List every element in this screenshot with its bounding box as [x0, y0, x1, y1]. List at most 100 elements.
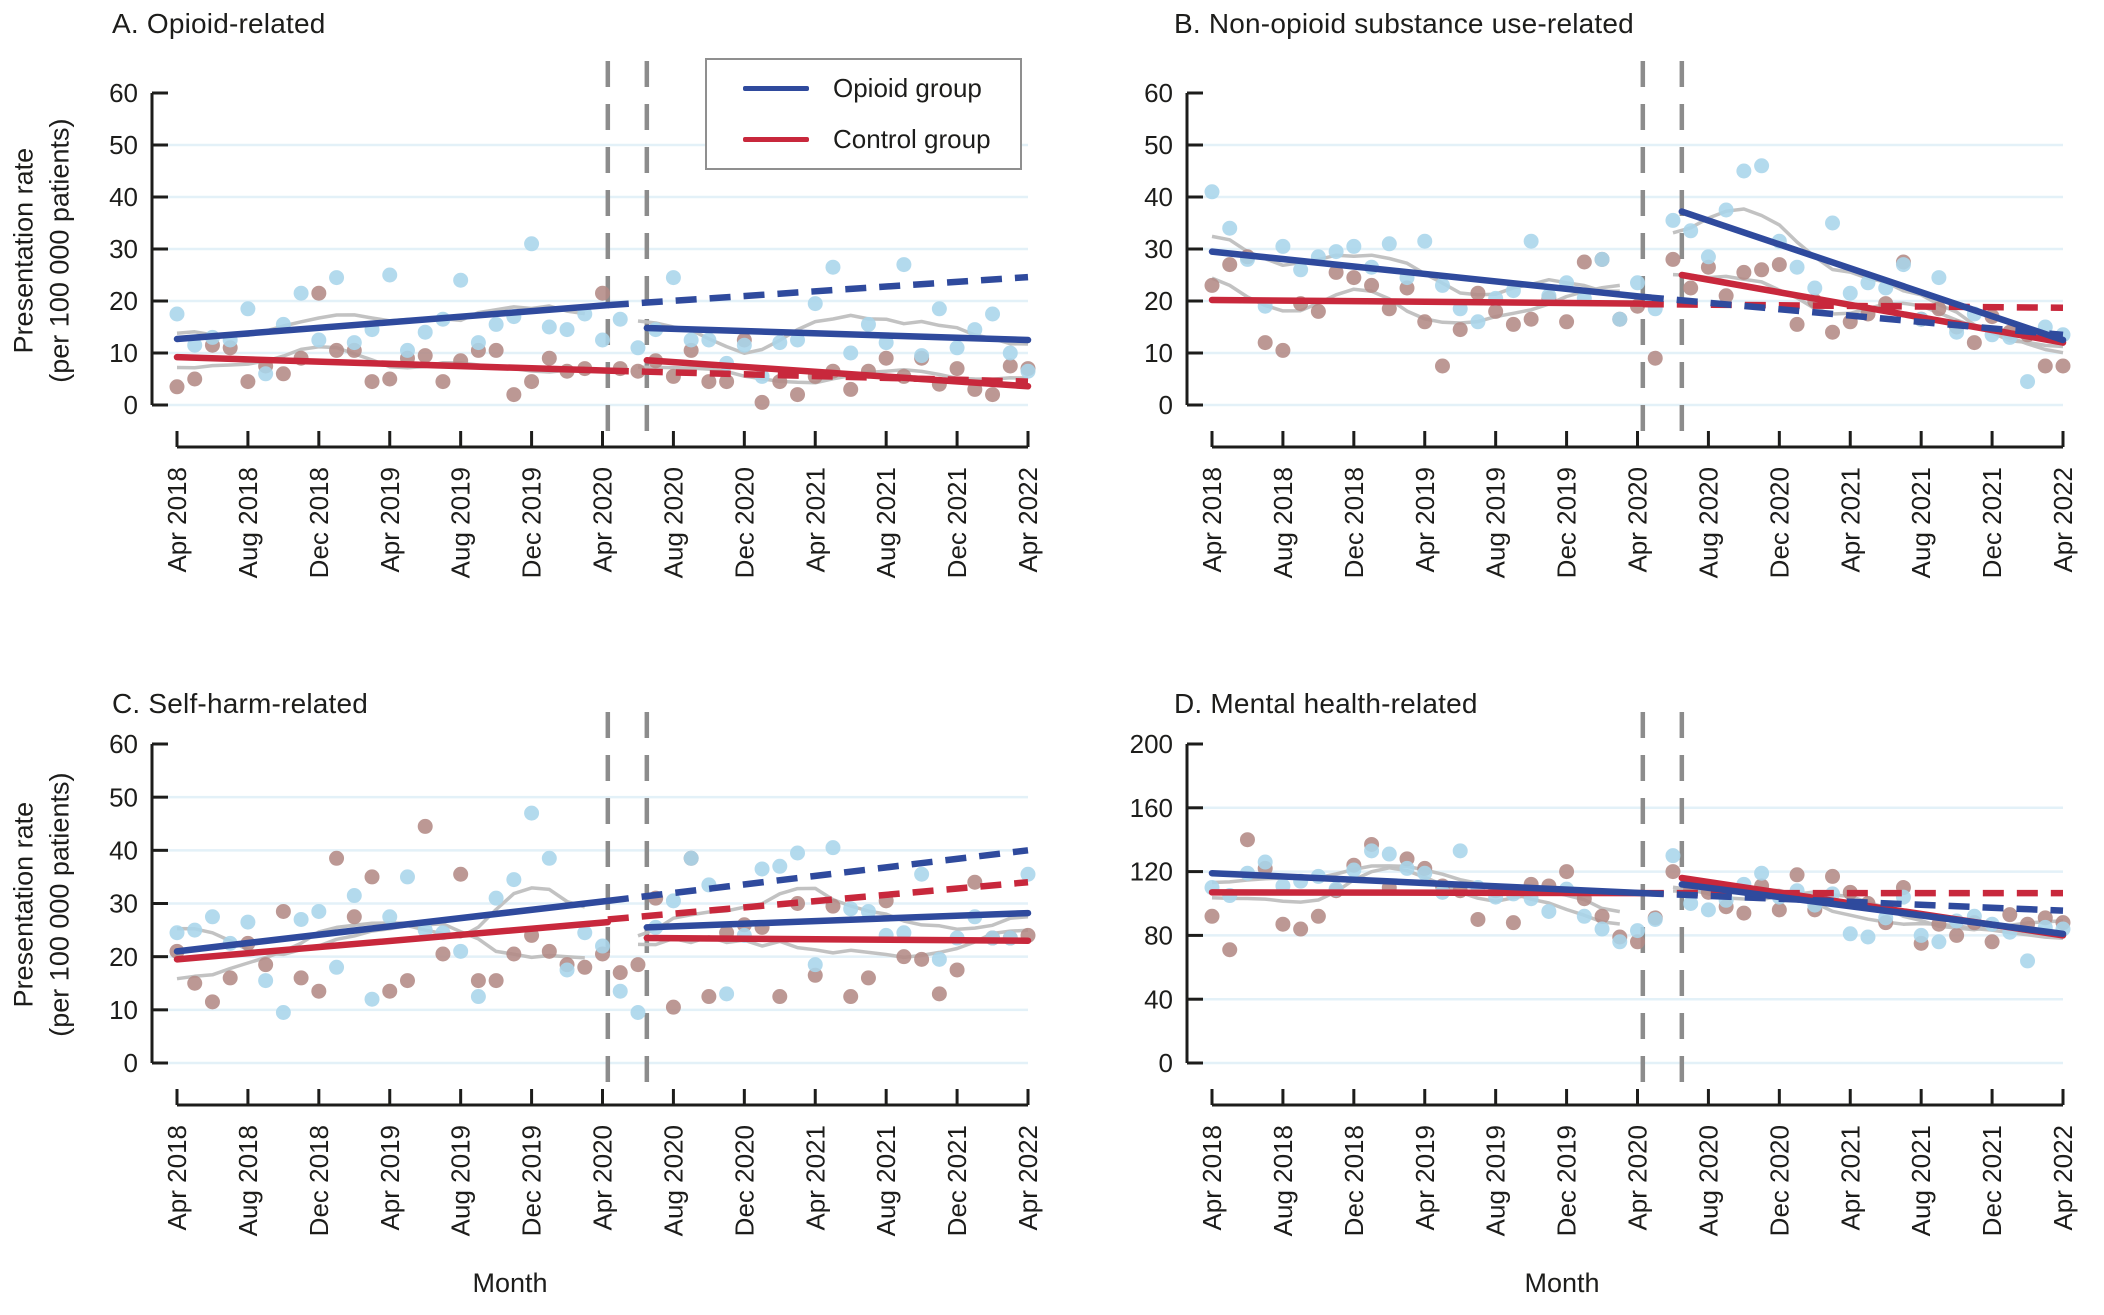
- scatter-point-control: [1825, 868, 1841, 884]
- scatter-point-opioid: [417, 324, 433, 340]
- panel-c-title: C. Self-harm-related: [112, 688, 369, 719]
- scatter-point-control: [1771, 257, 1787, 273]
- x-tick-label: Apr 2021: [800, 1125, 830, 1231]
- x-tick-label: Apr 2018: [162, 467, 192, 573]
- scatter-point-control: [790, 387, 806, 403]
- scatter-point-opioid: [1381, 236, 1397, 252]
- y-axis-title-line1: Presentation rate: [8, 801, 39, 1008]
- scatter-point-opioid: [1754, 158, 1770, 174]
- scatter-point-opioid: [1346, 238, 1362, 254]
- y-tick-label: 20: [1144, 286, 1173, 316]
- y-axis-title-line2: (per 100 000 patients): [44, 772, 74, 1037]
- x-tick-label: Aug 2019: [1481, 1125, 1511, 1236]
- panel-c-chart: 0 10 20 30 40 50 60 Apr 2018 Aug 2018 Dec 2018 Apr…: [109, 712, 1043, 1236]
- x-tick-label: Apr 2021: [1835, 467, 1865, 573]
- scatter-point-opioid: [595, 938, 610, 954]
- scatter-point-opioid: [807, 957, 823, 973]
- scatter-point-control: [293, 970, 309, 986]
- scatter-point-opioid: [790, 845, 806, 861]
- panel-b-chart: 0 10 20 30 40 50 60 Apr 2018 Aug 2018 Dec 2018 Apr…: [1144, 61, 2078, 578]
- scatter-point-control: [275, 903, 291, 919]
- scatter-point-opioid: [187, 337, 203, 353]
- x-tick-label: Apr 2018: [1197, 1125, 1227, 1231]
- scatter-point-control: [1381, 301, 1397, 317]
- scatter-point-control: [1505, 915, 1521, 931]
- scatter-point-control: [719, 374, 735, 390]
- panel-d-mental-health: 0 40 80 120 160 200 Apr 2018 Aug 2018 Dec 2018 Ap…: [1052, 650, 2104, 1315]
- scatter-point-control: [754, 394, 770, 410]
- legend-label-opioid: Opioid group: [833, 73, 982, 103]
- scatter-point-opioid: [896, 925, 912, 941]
- x-tick-label: Apr 2020: [1623, 1125, 1653, 1231]
- scatter-point-opioid: [860, 903, 876, 919]
- scatter-point-opioid: [240, 914, 256, 930]
- scatter-point-control: [417, 818, 433, 834]
- scatter-point-control: [630, 363, 646, 379]
- trend-pre-control: [173, 353, 612, 374]
- scatter-point-control: [949, 361, 965, 377]
- scatter-point-control: [1789, 316, 1805, 332]
- legend: Opioid group Control group: [705, 58, 1022, 170]
- scatter-point-opioid: [524, 805, 540, 821]
- y-tick-label: 80: [1144, 921, 1173, 951]
- scatter-point-opioid: [1647, 911, 1663, 927]
- x-tick-label: Dec 2019: [517, 467, 547, 578]
- scatter-point-opioid: [772, 335, 788, 351]
- scatter-point-control: [169, 379, 185, 395]
- scatter-point-control: [701, 989, 717, 1005]
- scatter-point-control: [1002, 358, 1018, 374]
- scatter-point-opioid: [1452, 843, 1468, 859]
- trend-pre-control: [1208, 296, 1647, 307]
- scatter-point-opioid: [843, 901, 859, 917]
- scatter-point-opioid: [346, 335, 362, 351]
- legend-row-control: Control group: [743, 124, 1020, 155]
- x-axis-title: Month: [472, 1268, 548, 1298]
- scatter-point-opioid: [807, 296, 823, 312]
- scatter-point-control: [1771, 902, 1787, 918]
- scatter-point-opioid: [1736, 163, 1752, 179]
- scatter-point-opioid: [382, 909, 398, 925]
- trend-pre-opioid: [1208, 869, 1647, 897]
- scatter-point-control: [1488, 303, 1504, 319]
- x-tick-label: Apr 2021: [800, 467, 830, 573]
- x-tick-label: Aug 2020: [1693, 1125, 1723, 1236]
- scatter-point-opioid: [1328, 244, 1344, 260]
- scatter-point-control: [772, 989, 788, 1005]
- x-tick-label: Dec 2020: [729, 1125, 759, 1236]
- scatter-point-control: [878, 350, 894, 366]
- scatter-point-opioid: [1020, 363, 1036, 379]
- trend-post-control: [643, 934, 1032, 944]
- scatter-point-control: [1966, 335, 1982, 351]
- y-tick-label: 0: [1159, 390, 1173, 420]
- scatter-point-control: [1949, 927, 1965, 943]
- scatter-point-opioid: [1895, 257, 1911, 273]
- scatter-point-control: [1736, 264, 1752, 280]
- scatter-point-opioid: [1860, 275, 1876, 291]
- scatter-point-control: [2037, 358, 2053, 374]
- y-axis-title-line2: (per 100 000 patients): [44, 118, 74, 383]
- y-tick-label: 0: [1159, 1048, 1173, 1078]
- x-tick-label: Aug 2020: [1693, 467, 1723, 578]
- scatter-point-control: [1399, 280, 1415, 296]
- legend-label-control: Control group: [833, 124, 991, 154]
- scatter-point-opioid: [1842, 285, 1858, 301]
- scatter-point-opioid: [293, 911, 309, 927]
- scatter-point-opioid: [1293, 262, 1309, 278]
- y-axis-title: Presentation rate (per 100 000 patients): [6, 685, 77, 1125]
- scatter-point-control: [364, 374, 380, 390]
- x-tick-label: Aug 2019: [446, 467, 476, 578]
- smoothed-control-curve: [637, 928, 1029, 960]
- scatter-point-opioid: [1630, 923, 1645, 939]
- scatter-point-opioid: [1754, 865, 1770, 881]
- scatter-point-opioid: [825, 840, 841, 856]
- scatter-point-control: [843, 989, 859, 1005]
- scatter-point-control: [949, 962, 965, 978]
- scatter-point-control: [683, 342, 699, 358]
- scatter-point-opioid: [541, 850, 557, 866]
- x-tick-label: Dec 2020: [1764, 467, 1794, 578]
- scatter-point-opioid: [506, 872, 522, 888]
- scatter-point-control: [1825, 324, 1841, 340]
- scatter-point-control: [1222, 257, 1238, 273]
- trend-counterfactual-opioid: [1642, 293, 2064, 339]
- scatter-point-opioid: [329, 270, 345, 286]
